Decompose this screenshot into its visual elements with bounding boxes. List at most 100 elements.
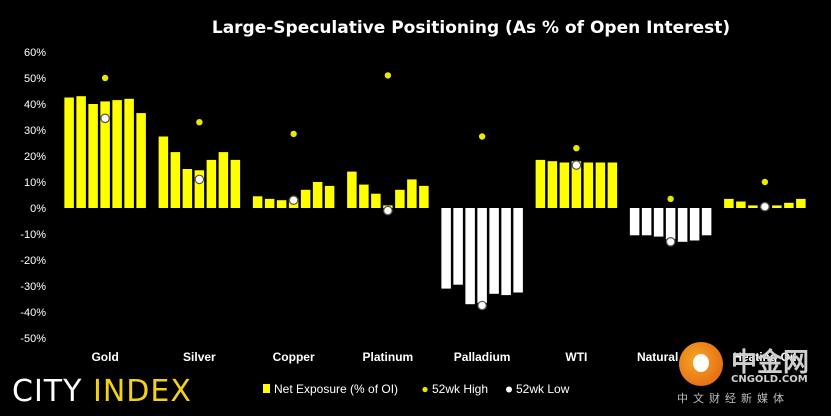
net-exposure-bar	[100, 101, 110, 208]
net-exposure-bar	[88, 104, 98, 208]
high-52wk-marker	[384, 72, 392, 79]
logo-text-main: CITY	[12, 374, 93, 409]
net-exposure-bar	[441, 208, 451, 289]
low-52wk-marker	[194, 174, 205, 185]
y-tick-label: 0%	[30, 203, 46, 215]
net-exposure-bar	[665, 208, 676, 240]
net-exposure-bar	[230, 159, 241, 208]
net-exposure-bar	[453, 208, 463, 285]
high-52wk-marker	[196, 119, 203, 126]
net-exposure-bar	[407, 179, 417, 208]
low-52wk-marker	[665, 237, 676, 247]
net-exposure-bar	[218, 152, 229, 208]
x-category-label: WTI	[565, 350, 587, 364]
net-exposure-bar	[124, 98, 134, 208]
net-exposure-bar	[629, 208, 640, 236]
net-exposure-bar	[689, 208, 700, 241]
net-exposure-bar	[653, 208, 664, 237]
net-exposure-bar	[736, 201, 746, 208]
cngold-logo-icon	[679, 342, 723, 386]
watermark-sub: 中文财经新媒体	[677, 392, 789, 405]
y-tick-label: 50%	[24, 73, 46, 85]
net-exposure-bar	[748, 205, 758, 208]
high-52wk-marker	[478, 133, 486, 140]
net-exposure-bar	[206, 159, 217, 208]
x-category-label: Silver	[183, 350, 216, 364]
net-exposure-bar	[112, 100, 122, 208]
watermark-cn: 中金网	[731, 348, 810, 378]
low-52wk-marker	[760, 201, 770, 212]
x-category-label: Platinum	[363, 350, 414, 364]
y-tick-label: -50%	[20, 333, 46, 345]
x-category-label: Heating Oil	[733, 350, 796, 364]
legend-52wk-low-marker	[506, 386, 512, 393]
low-52wk-marker	[383, 205, 393, 216]
logo-text-accent: INDEX	[92, 374, 192, 409]
x-axis: Gold Silver Copper Platinum Palladium WTI Natu…	[91, 350, 796, 364]
low-52wk-marker	[477, 300, 487, 311]
y-tick-label: -20%	[20, 255, 46, 267]
marker-series	[100, 72, 770, 311]
y-tick-label: 30%	[24, 125, 46, 137]
y-tick-label: 10%	[24, 177, 46, 189]
net-exposure-bar	[501, 208, 511, 296]
legend: Net Exposure (% of OI) 52wk High 52wk Lo…	[263, 382, 570, 396]
low-52wk-marker	[100, 113, 110, 124]
cngold-watermark: 中金网 CNGOLD.COM 中文财经新媒体	[675, 340, 825, 410]
legend-52wk-high-marker	[422, 386, 428, 393]
net-exposure-bar	[477, 208, 487, 303]
net-exposure-bar	[300, 189, 311, 208]
net-exposure-bar	[677, 208, 688, 242]
net-exposure-bar	[371, 193, 381, 208]
net-exposure-bar	[513, 208, 523, 293]
x-category-label: Palladium	[454, 350, 511, 364]
net-exposure-bar	[547, 161, 558, 208]
net-exposure-bar	[312, 182, 323, 208]
net-exposure-bar	[359, 184, 369, 208]
net-exposure-bar	[136, 113, 146, 208]
net-exposure-bar	[395, 189, 405, 208]
net-exposure-bar	[701, 208, 712, 236]
net-exposure-bar	[559, 162, 570, 208]
net-exposure-bar	[182, 169, 193, 208]
watermark-url: CNGOLD.COM	[731, 374, 808, 385]
net-exposure-bar	[347, 171, 357, 208]
x-category-label: Copper	[273, 350, 315, 364]
net-exposure-bar	[796, 198, 806, 208]
legend-52wk-low-label: 52wk Low	[516, 382, 570, 396]
city-index-logo: CITY INDEX	[12, 374, 192, 409]
net-exposure-bar	[535, 159, 546, 208]
y-tick-label: 20%	[24, 151, 46, 163]
net-exposure-bar	[724, 198, 734, 208]
net-exposure-bar	[64, 97, 74, 208]
net-exposure-bar	[419, 185, 429, 208]
net-exposure-bar	[194, 170, 205, 208]
high-52wk-marker	[290, 130, 297, 138]
net-exposure-bar	[571, 161, 582, 208]
high-52wk-marker	[101, 74, 109, 82]
net-exposure-bar	[465, 208, 475, 305]
net-exposure-bar	[583, 162, 594, 208]
net-exposure-bar	[252, 196, 263, 208]
y-tick-label: 40%	[24, 99, 46, 111]
low-52wk-marker	[288, 195, 299, 205]
net-exposure-bar	[276, 200, 287, 208]
y-tick-label: -40%	[20, 307, 46, 319]
legend-52wk-high-label: 52wk High	[432, 382, 488, 396]
high-52wk-marker	[667, 195, 674, 203]
high-52wk-marker	[573, 145, 580, 152]
net-exposure-bar	[607, 162, 618, 208]
y-tick-label: -10%	[20, 229, 46, 241]
chart-title: Large-Speculative Positioning (As % of O…	[212, 18, 730, 38]
y-tick-label: -30%	[20, 281, 46, 293]
net-exposure-bar	[264, 198, 275, 208]
net-exposure-bar	[324, 185, 335, 208]
y-tick-label: 60%	[24, 47, 46, 59]
high-52wk-marker	[761, 178, 769, 186]
low-52wk-marker	[571, 160, 582, 170]
net-exposure-bar	[76, 96, 86, 208]
bar-series	[64, 96, 806, 305]
net-exposure-bar	[641, 208, 652, 236]
net-exposure-bar	[170, 152, 181, 208]
